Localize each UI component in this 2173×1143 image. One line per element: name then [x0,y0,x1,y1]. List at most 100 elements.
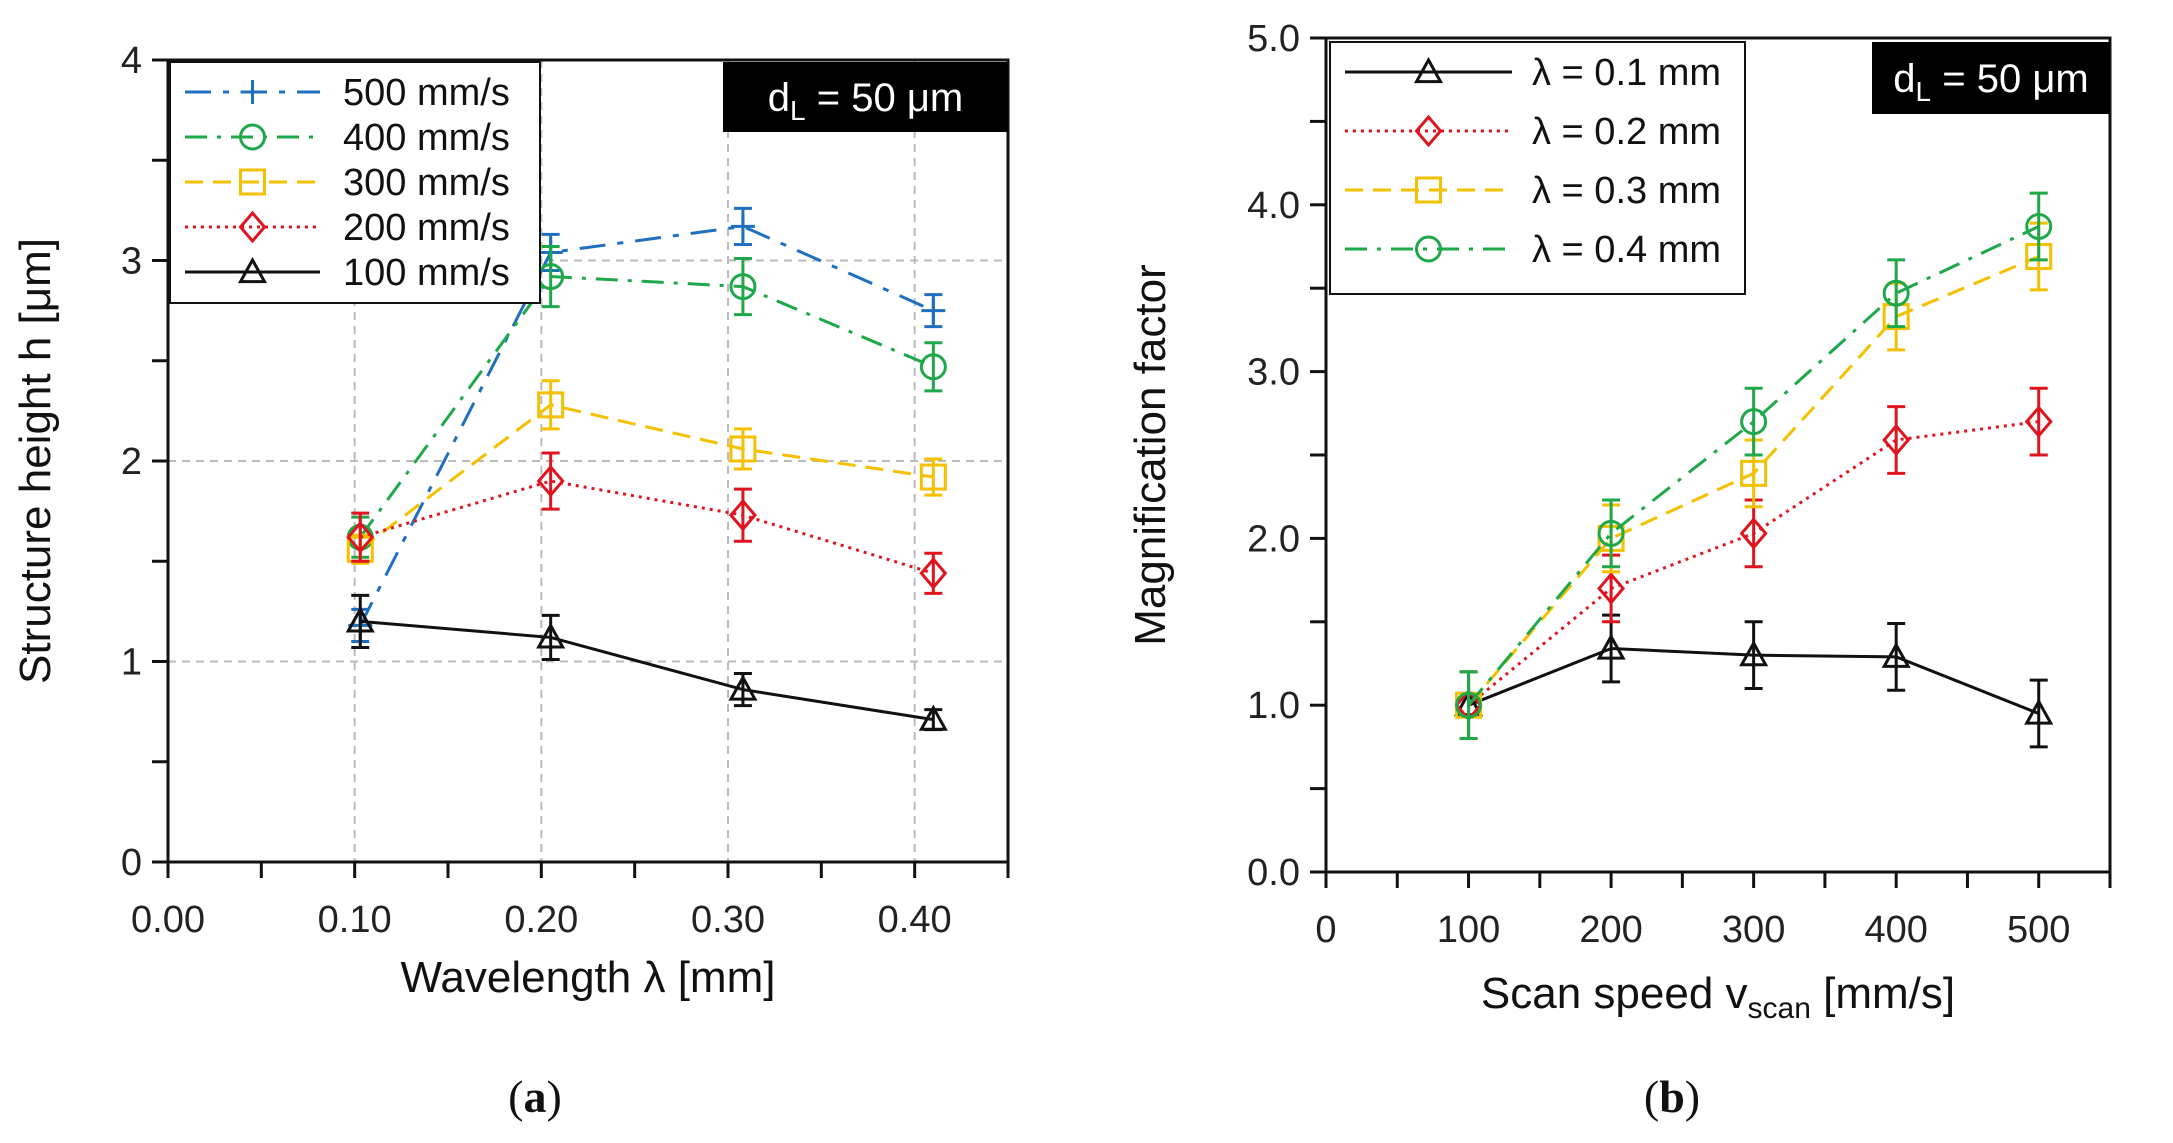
x-tick-label: 500 [2007,909,2070,951]
y-tick-label: 3.0 [1247,352,1300,394]
data-point [1597,572,1626,605]
badge-text: dL = 50 μm [1893,57,2088,107]
x-axis-title-unit: [mm/s] [1811,969,1955,1018]
series-line [359,479,934,575]
x-axis-title-subscript: scan [1748,992,1811,1025]
y-tick-label: 5.0 [1247,18,1300,60]
series-line [359,274,934,539]
y-tick-label: 0 [121,842,142,884]
caption-letter: b [1659,1071,1685,1122]
data-point [919,556,948,590]
legend: λ = 0.1 mm λ = 0.2 mm λ = 0.3 mm λ = 0.4 mm [1329,41,1746,295]
panel-caption: (b) [1644,1071,1700,1122]
caption-open-paren: ( [1644,1071,1659,1122]
series-4 [1455,191,2053,741]
legend-entry: λ = 0.4 mm [1532,229,1721,271]
y-axis-title: Structure height h [μm] [11,238,60,684]
y-tick-label: 4 [121,40,142,82]
series-line [358,224,934,627]
legend-box [1329,41,1746,295]
data-point [921,298,946,323]
series-1 [1453,613,2054,749]
data-point [536,464,565,498]
series-line [359,403,934,551]
legend-box [169,61,541,304]
legend-marker [1414,114,1443,148]
x-axis-title-main: Scan speed v [1481,969,1748,1018]
legend-marker [237,256,268,284]
legend-entry: λ = 0.1 mm [1532,52,1721,94]
badge-symbol: d [1893,57,1915,101]
y-tick-label: 4.0 [1247,185,1300,227]
legend-marker [1415,235,1442,263]
data-point [2025,212,2053,240]
condition-badge: dL = 50 μm [1872,42,2110,114]
x-tick-label: 200 [1579,909,1642,951]
data-point [1740,459,1768,487]
x-tick-label: 300 [1722,909,1785,951]
legend-marker [240,80,265,104]
x-tick-label: 0.30 [691,899,765,941]
data-point [346,520,375,554]
data-point [536,622,566,649]
data-point [1882,423,1911,457]
caption-letter: a [524,1071,547,1122]
badge-text: dL = 50 μm [768,76,963,126]
data-point [729,435,757,463]
data-point [1881,641,1911,668]
x-tick-label: 100 [1437,909,1500,951]
x-tick-label: 0 [1315,909,1336,951]
legend-entry: 100 mm/s [343,252,510,294]
series-line [1467,225,2040,707]
data-point [2024,405,2053,438]
condition-badge: dL = 50 μm [723,62,1008,132]
x-axis-title: Scan speed vscan [mm/s] [1481,969,1955,1025]
y-tick-label: 1.0 [1247,685,1300,727]
x-tick-label: 0.20 [504,899,578,941]
data-point [1596,633,1626,660]
series-4 [346,451,948,595]
series-line [360,619,934,722]
legend-marker [238,210,267,244]
chart-b: 0 100 200 300 400 500 0.0 1.0 2.0 3.0 4.0 5.0 Scan s… [1126,18,2112,1122]
legend-marker [1415,176,1442,204]
legend-entry: 400 mm/s [343,117,510,159]
data-point [345,606,375,633]
x-tick-label: 0.40 [878,899,952,941]
badge-value: = 50 μm [1931,57,2089,101]
badge-subscript: L [790,95,806,126]
legend-marker [239,168,266,196]
data-point [919,353,947,381]
data-point [1740,408,1768,436]
y-axis-title: Magnification factor [1126,264,1175,646]
data-point [729,273,757,301]
badge-background [723,62,1008,132]
badge-value: = 50 μm [806,76,964,120]
y-tick-label: 2.0 [1247,518,1300,560]
y-tick-label: 3 [121,241,142,283]
x-tick-label: 0.00 [131,899,205,941]
data-point [1455,691,1483,719]
badge-subscript: L [1916,76,1932,107]
x-tick-label: 0.10 [318,899,392,941]
data-point [2024,698,2054,725]
y-tick-label: 0.0 [1247,852,1300,894]
data-point [728,498,757,532]
caption-close-paren: ) [547,1071,562,1122]
data-point [1597,519,1625,547]
legend-entry: 500 mm/s [343,72,510,114]
data-point [1739,640,1769,667]
x-axis-title: Wavelength λ [mm] [401,953,776,1002]
caption-close-paren: ) [1685,1071,1700,1122]
legend-entry: 300 mm/s [343,162,510,204]
legend-entry: λ = 0.3 mm [1532,170,1721,212]
data-point [919,463,947,491]
data-point [730,214,755,239]
legend-entry: λ = 0.2 mm [1532,111,1721,153]
data-point [1882,279,1910,307]
badge-symbol: d [768,76,790,120]
legend-entry: 200 mm/s [343,207,510,249]
data-point [537,391,565,419]
badge-background [1872,42,2110,114]
